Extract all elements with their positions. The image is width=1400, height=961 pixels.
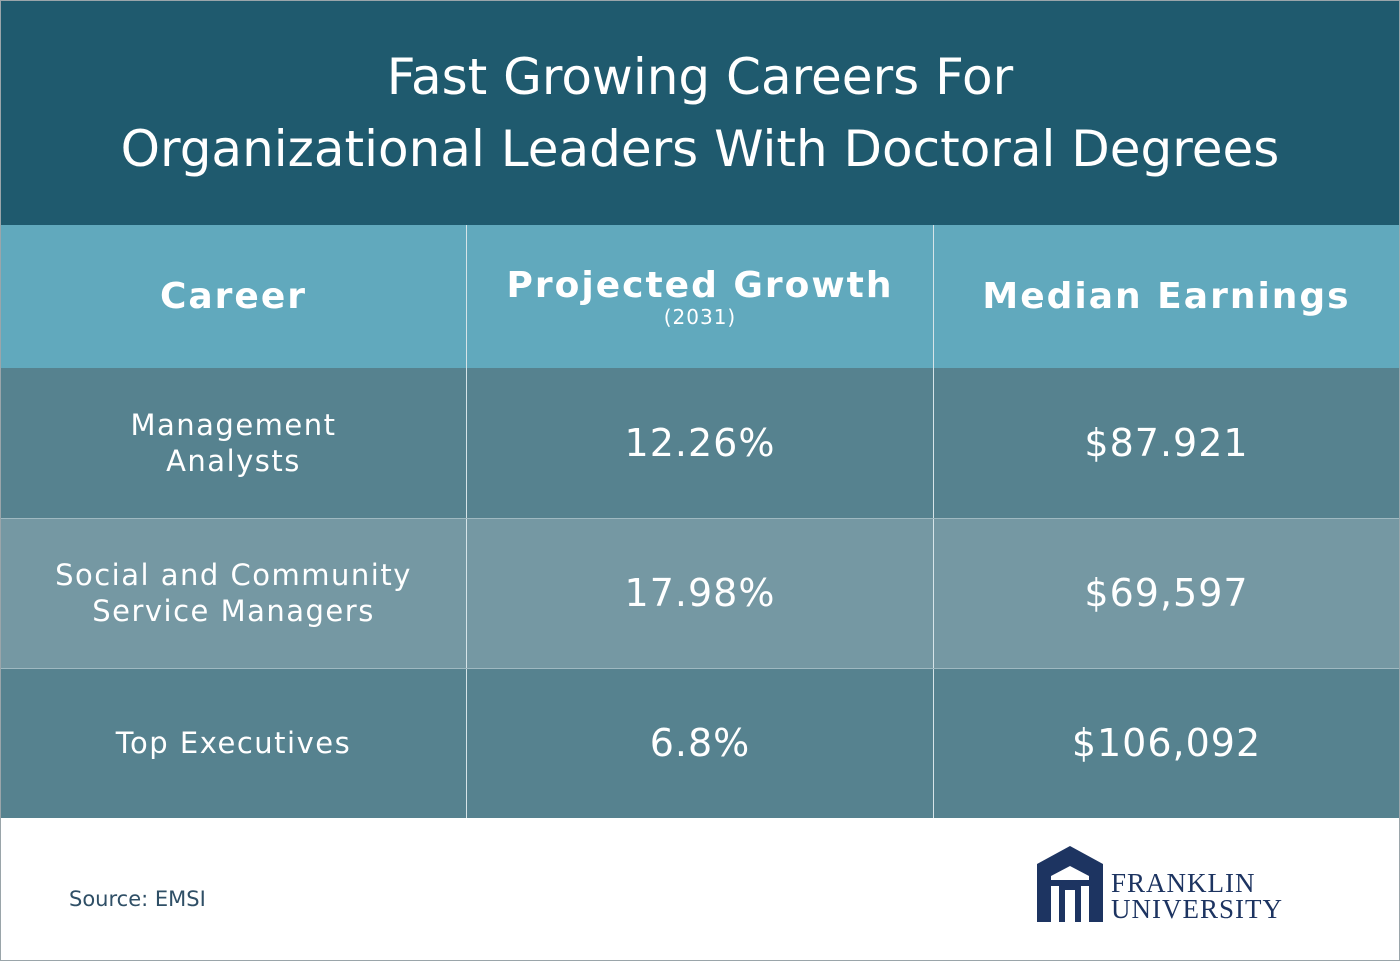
header-cell: Career [1, 225, 466, 368]
career-cell: Top Executives [1, 668, 466, 818]
column-divider [933, 225, 934, 818]
header-label: Median Earnings [982, 276, 1351, 317]
header-label: Projected Growth [506, 265, 894, 306]
career-line: Management [130, 408, 337, 442]
logo-text: FRANKLIN [1111, 868, 1256, 898]
earnings-cell: $106,092 [934, 668, 1399, 818]
growth-value: 17.98% [624, 571, 776, 615]
career-line: Analysts [166, 444, 301, 478]
row-divider [1, 518, 1399, 519]
row-divider [1, 668, 1399, 669]
career-line: Top Executives [115, 726, 352, 760]
growth-cell: 6.8% [467, 668, 933, 818]
earnings-cell: $69,597 [934, 518, 1399, 668]
column-divider [466, 225, 467, 818]
logo-text: UNIVERSITY [1111, 894, 1283, 924]
growth-cell: 17.98% [467, 518, 933, 668]
header-cell: Projected Growth (2031) [467, 225, 933, 368]
title-line: Fast Growing Careers For [386, 48, 1014, 106]
career-line: Service Managers [92, 594, 375, 628]
title-line: Organizational Leaders With Doctoral Deg… [120, 120, 1280, 178]
growth-value: 6.8% [649, 721, 751, 765]
header-sublabel: (2031) [663, 305, 737, 329]
growth-cell: 12.26% [467, 368, 933, 518]
logo-mark [1037, 846, 1103, 922]
growth-value: 12.26% [624, 421, 776, 465]
source-note: Source: EMSI [69, 887, 206, 911]
earnings-value: $69,597 [1084, 571, 1249, 615]
career-line: Social and Community [55, 558, 412, 592]
earnings-value: $87.921 [1084, 421, 1249, 465]
header-cell: Median Earnings [934, 225, 1399, 368]
career-cell: Social and Community Service Managers [1, 518, 466, 668]
career-cell: Management Analysts [1, 368, 466, 518]
earnings-value: $106,092 [1071, 721, 1262, 765]
earnings-cell: $87.921 [934, 368, 1399, 518]
title-band: Fast Growing Careers For Organizational L… [1, 1, 1399, 225]
header-label: Career [159, 276, 308, 317]
